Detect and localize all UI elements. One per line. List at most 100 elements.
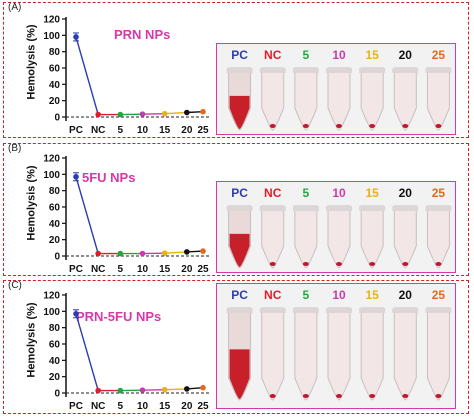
tube-label: PC bbox=[231, 288, 248, 302]
data-point bbox=[95, 111, 101, 118]
rbc-pellet bbox=[336, 124, 342, 128]
y-tick-label: 60 bbox=[49, 64, 61, 75]
tube-label: 5 bbox=[302, 186, 310, 200]
x-tick-label: 25 bbox=[197, 264, 209, 275]
tube-cap bbox=[226, 308, 253, 313]
tube bbox=[426, 205, 450, 269]
data-point bbox=[184, 109, 190, 116]
x-tick-label: NC bbox=[91, 264, 105, 275]
data-point bbox=[139, 387, 146, 393]
tube bbox=[393, 205, 417, 269]
tube bbox=[327, 307, 351, 401]
rbc-pellet bbox=[369, 124, 376, 128]
rbc-pellet bbox=[302, 262, 309, 266]
x-tick-label: NC bbox=[91, 125, 105, 136]
x-tick-label: PC bbox=[69, 125, 83, 136]
data-point bbox=[161, 250, 168, 256]
tube-cap bbox=[259, 308, 286, 313]
tube-cap bbox=[292, 68, 319, 73]
hemolysis-chart: Hemolysis (%) 5FU NPs 0 20 40 60 80 100 120 PC N… bbox=[4, 144, 214, 280]
tube-cap bbox=[326, 308, 352, 313]
x-tick-label: 15 bbox=[159, 125, 171, 136]
y-tick-label: 80 bbox=[49, 323, 61, 334]
data-point bbox=[95, 250, 101, 257]
rbc-pellet bbox=[402, 124, 409, 128]
y-tick-label: 40 bbox=[49, 356, 61, 367]
series-line-segment bbox=[164, 111, 187, 115]
tube-label: 15 bbox=[365, 288, 379, 302]
x-tick-label: 20 bbox=[181, 125, 193, 136]
chart-svg: 0 20 40 60 80 100 120 PC NC 5 10 15 20 25 bbox=[43, 15, 209, 136]
series-line-segment bbox=[75, 313, 99, 391]
tube bbox=[360, 205, 384, 269]
tube bbox=[261, 307, 285, 401]
tube-label: NC bbox=[264, 186, 282, 200]
tube-label: 25 bbox=[431, 48, 446, 62]
data-point bbox=[200, 108, 206, 115]
data-point bbox=[139, 111, 146, 117]
tube-cap bbox=[425, 206, 452, 211]
chart-title: PRN NPs bbox=[114, 27, 171, 42]
tube-cap bbox=[326, 206, 352, 211]
tube-cap bbox=[292, 206, 319, 211]
rbc-pellet bbox=[336, 262, 342, 266]
tube bbox=[360, 307, 384, 401]
rbc-pellet bbox=[302, 394, 309, 398]
hemolysis-chart: Hemolysis (%) PRN-5FU NPs 0 20 40 60 80 100 12… bbox=[4, 281, 214, 417]
y-tick-label: 100 bbox=[43, 31, 60, 42]
chart-svg: 0 20 40 60 80 100 120 PC NC 5 10 15 20 25 bbox=[43, 154, 209, 275]
tube-label: 20 bbox=[398, 288, 412, 302]
y-tick-label: 120 bbox=[43, 15, 60, 26]
panel-label: (B) bbox=[8, 143, 22, 154]
data-point bbox=[117, 111, 124, 118]
tube-cap bbox=[226, 68, 253, 73]
x-tick-label: 25 bbox=[197, 401, 209, 412]
tube-label: 20 bbox=[398, 186, 412, 200]
hemolysis-chart: Hemolysis (%) PRN NPs 0 20 40 60 80 100 120 PC N… bbox=[4, 3, 214, 139]
y-tick-label: 40 bbox=[49, 80, 61, 91]
x-tick-label: 15 bbox=[159, 264, 171, 275]
tube-cap bbox=[425, 308, 452, 313]
series-line-segment bbox=[164, 388, 187, 391]
data-point bbox=[184, 249, 190, 255]
tube-label: PC bbox=[231, 48, 248, 62]
tube-label: 25 bbox=[431, 186, 446, 200]
tube-photo: PC NC 5 10 15 20 25 bbox=[216, 283, 456, 409]
tube bbox=[294, 67, 318, 131]
x-tick-label: 15 bbox=[159, 401, 171, 412]
rbc-pellet bbox=[369, 394, 376, 398]
tube-label-row: PC NC 5 10 15 20 25 bbox=[217, 186, 455, 204]
rbc-pellet bbox=[435, 262, 442, 266]
tube-cap bbox=[226, 206, 253, 211]
panel-b: (B) Hemolysis (%) 5FU NPs 0 20 40 60 80 100 12… bbox=[3, 143, 469, 276]
data-point bbox=[200, 248, 206, 254]
tube-cap bbox=[392, 308, 419, 313]
hemolyzed-liquid bbox=[229, 233, 250, 267]
data-point bbox=[200, 384, 206, 391]
tube bbox=[294, 205, 318, 269]
rbc-pellet bbox=[269, 124, 276, 128]
data-point bbox=[117, 250, 124, 257]
y-tick-label: 40 bbox=[49, 219, 61, 230]
tube bbox=[426, 307, 450, 401]
rbc-pellet bbox=[269, 262, 276, 266]
x-tick-label: 20 bbox=[181, 264, 193, 275]
rbc-pellet bbox=[435, 124, 442, 128]
panel-a: (A) Hemolysis (%) PRN NPs 0 20 40 60 80 100 12… bbox=[3, 2, 469, 138]
hemolyzed-liquid bbox=[229, 95, 250, 129]
x-tick-label: NC bbox=[91, 401, 105, 412]
tube-cap bbox=[326, 68, 352, 73]
x-tick-label: PC bbox=[69, 401, 83, 412]
x-tick-label: 20 bbox=[181, 401, 193, 412]
tube-cap bbox=[392, 68, 419, 73]
tube-photo: PC NC 5 10 15 20 25 bbox=[216, 181, 456, 273]
tube-label: 20 bbox=[398, 48, 412, 62]
x-tick-label: 5 bbox=[118, 401, 124, 412]
y-tick-label: 20 bbox=[49, 96, 61, 107]
tube bbox=[294, 307, 318, 401]
series-line-segment bbox=[75, 36, 99, 115]
x-tick-label: PC bbox=[69, 264, 83, 275]
x-tick-label: 25 bbox=[197, 125, 209, 136]
x-tick-label: 5 bbox=[118, 125, 124, 136]
tube-cap bbox=[292, 308, 319, 313]
